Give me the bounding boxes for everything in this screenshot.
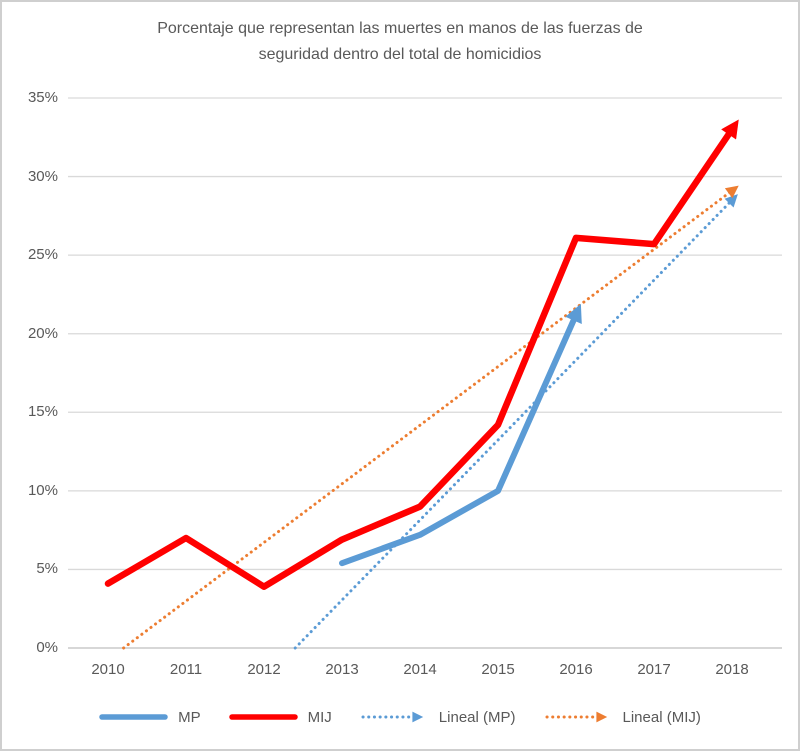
x-tick-label: 2016 (559, 661, 593, 678)
y-tick-label: 25% (27, 246, 58, 264)
y-tick-label: 0% (36, 639, 58, 656)
y-tick-label: 15% (27, 403, 58, 421)
series-line-mij (104, 119, 739, 590)
legend-swatch-lineal-mij (545, 711, 607, 723)
x-tick-label: 2014 (403, 661, 437, 678)
x-tick-label: 2015 (481, 661, 515, 678)
legend-item-lineal-mp: Lineal (MP) (360, 709, 516, 726)
x-tick-label: 2017 (637, 661, 671, 678)
series-line-mp (339, 303, 582, 567)
legend-label-mij: MIJ (307, 708, 332, 726)
series-line-lineal-mp (293, 194, 738, 650)
series-line-lineal-mij (122, 185, 739, 650)
legend-swatch-mp (99, 714, 168, 720)
legend-swatch-mij (228, 714, 298, 720)
y-tick-label: 35% (27, 89, 58, 106)
y-tick-label: 5% (36, 560, 58, 578)
chart-title-wrap: Porcentaje que representan las muertes e… (2, 16, 798, 68)
legend-swatch-lineal-mp (361, 711, 423, 723)
legend-item-mp: MP (99, 709, 201, 726)
y-tick-label: 10% (27, 481, 58, 499)
x-tick-label: 2011 (169, 661, 203, 678)
y-tick-label: 30% (27, 167, 58, 185)
x-tick-label: 2012 (247, 661, 281, 678)
chart-title: Porcentaje que representan las muertes e… (157, 20, 643, 63)
y-tick-label: 20% (27, 324, 58, 342)
legend-label-mp: MP (178, 708, 201, 726)
legend: MP MIJ Lineal (MP) Lineal (MIJ) (2, 700, 798, 734)
x-tick-label: 2010 (91, 661, 125, 678)
x-tick-label: 2013 (325, 661, 359, 678)
legend-item-lineal-mij: Lineal (MIJ) (544, 709, 701, 726)
legend-label-lineal-mij: Lineal (MIJ) (622, 708, 701, 726)
x-tick-label: 2018 (715, 661, 749, 678)
legend-item-mij: MIJ (228, 708, 332, 726)
legend-label-lineal-mp: Lineal (MP) (438, 708, 516, 726)
